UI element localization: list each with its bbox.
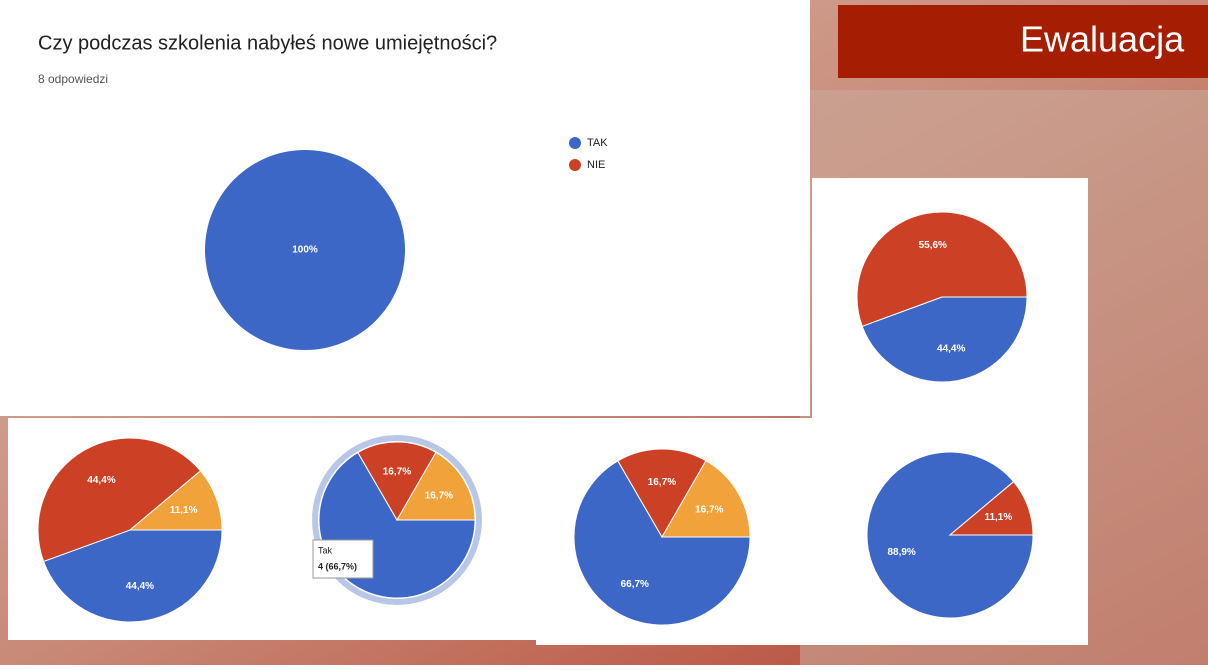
data-label: 11,1% <box>170 505 198 516</box>
legend-marker <box>569 159 581 171</box>
panel <box>0 0 810 416</box>
tooltip-text: Tak <box>318 545 333 555</box>
tooltip-text: 4 (66,7%) <box>318 561 357 571</box>
data-label: 16,7% <box>383 466 411 477</box>
data-label: 44,4% <box>87 475 115 486</box>
legend-label: NIE <box>587 159 605 171</box>
data-label: 44,4% <box>126 581 154 592</box>
slide: Ewaluacja Czy podczas szkolenia nabyłeś … <box>0 0 1208 665</box>
data-label: 100% <box>292 245 318 256</box>
legend-label: TAK <box>587 137 608 149</box>
chart-subtitle: 8 odpowiedzi <box>38 72 108 86</box>
slide-title: Ewaluacja <box>1020 19 1185 60</box>
data-label: 11,1% <box>984 512 1012 523</box>
data-label: 66,7% <box>621 579 649 590</box>
legend-marker <box>569 137 581 149</box>
data-label: 16,7% <box>648 477 676 488</box>
data-label: 16,7% <box>695 504 723 515</box>
data-label: 55,6% <box>919 240 947 251</box>
data-label: 88,9% <box>887 547 915 558</box>
data-label: 44,4% <box>937 344 965 355</box>
data-label: 16,7% <box>425 490 453 501</box>
chart-title: Czy podczas szkolenia nabyłeś nowe umiej… <box>38 32 497 54</box>
page: Ewaluacja Czy podczas szkolenia nabyłeś … <box>0 0 1208 670</box>
